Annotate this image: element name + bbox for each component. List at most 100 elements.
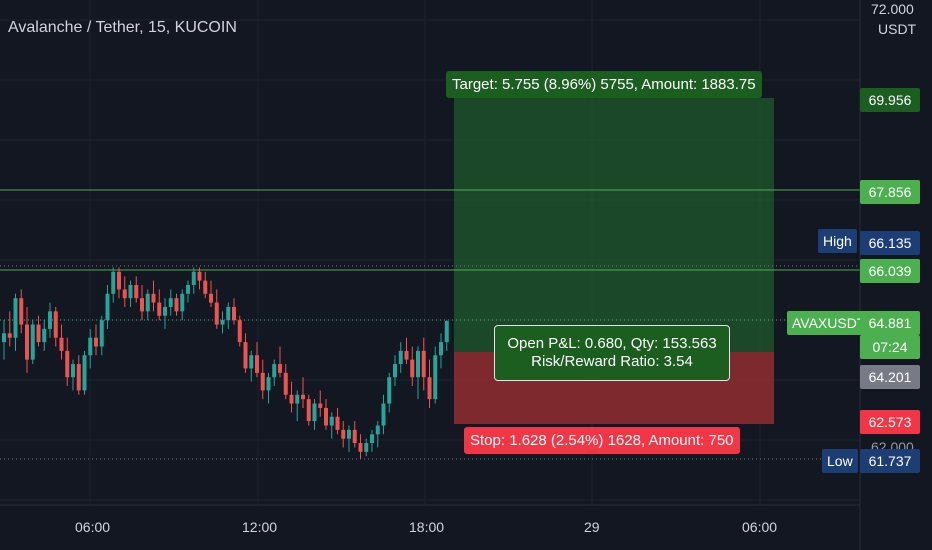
candle-body[interactable] bbox=[82, 355, 87, 391]
candle-body[interactable] bbox=[324, 407, 328, 426]
candle-body[interactable] bbox=[111, 271, 116, 294]
high-label: High bbox=[818, 229, 857, 253]
chart-title: Avalanche / Tether, 15, KUCOIN bbox=[8, 19, 237, 36]
candle-body[interactable] bbox=[341, 429, 346, 439]
candle-body[interactable] bbox=[65, 350, 70, 378]
candle-body[interactable] bbox=[364, 443, 369, 452]
candle-body[interactable] bbox=[151, 293, 156, 303]
candle-body[interactable] bbox=[306, 399, 311, 422]
candle-body[interactable] bbox=[387, 377, 392, 404]
price-tick-top: 72.000 bbox=[871, 1, 914, 17]
candle-body[interactable] bbox=[203, 280, 208, 294]
candle-body[interactable] bbox=[439, 342, 443, 356]
target-label[interactable]: Target: 5.755 (8.96%) 5755, Amount: 1883… bbox=[446, 71, 762, 98]
candle-body[interactable] bbox=[71, 364, 75, 378]
candle-body[interactable] bbox=[404, 350, 409, 360]
candle-body[interactable] bbox=[117, 271, 121, 290]
candle-body[interactable] bbox=[209, 293, 213, 303]
candle-body[interactable] bbox=[197, 271, 202, 281]
candle-body[interactable] bbox=[163, 306, 167, 316]
pnl-box[interactable]: Open P&L: 0.680, Qty: 153.563 Risk/Rewar… bbox=[494, 325, 730, 381]
time-tick-0600-next: 06:00 bbox=[742, 519, 778, 535]
candle-body[interactable] bbox=[186, 285, 190, 294]
candle-body[interactable] bbox=[237, 320, 242, 343]
candle-body[interactable] bbox=[410, 359, 415, 378]
candle-body[interactable] bbox=[243, 342, 248, 369]
level1-price-tag[interactable]: 67.856 bbox=[860, 180, 920, 204]
candle-body[interactable] bbox=[36, 324, 41, 343]
time-tick-1800: 18:00 bbox=[409, 519, 445, 535]
last-price-tag: 64.881 bbox=[860, 311, 920, 335]
candle-body[interactable] bbox=[180, 293, 185, 312]
candle-body[interactable] bbox=[232, 306, 236, 321]
candle-body[interactable] bbox=[352, 429, 357, 444]
candle-body[interactable] bbox=[53, 311, 58, 338]
candle-body[interactable] bbox=[13, 298, 18, 338]
countdown-tag: 07:24 bbox=[860, 335, 920, 359]
low-price-tag: 61.737 bbox=[860, 449, 920, 473]
risk-reward-text: Risk/Reward Ratio: 3.54 bbox=[531, 353, 693, 370]
candle-body[interactable] bbox=[381, 403, 386, 426]
candle-body[interactable] bbox=[444, 321, 449, 343]
candle-body[interactable] bbox=[266, 377, 271, 391]
candle-body[interactable] bbox=[272, 364, 277, 378]
candle-body[interactable] bbox=[312, 403, 317, 422]
candle-body[interactable] bbox=[318, 403, 323, 408]
candle-body[interactable] bbox=[283, 372, 288, 395]
entry-price-tag[interactable]: 64.201 bbox=[860, 365, 920, 389]
candle-body[interactable] bbox=[19, 298, 24, 325]
candle-body[interactable] bbox=[174, 298, 179, 312]
stop-label[interactable]: Stop: 1.628 (2.54%) 1628, Amount: 750 bbox=[464, 427, 740, 454]
candle-body[interactable] bbox=[140, 298, 144, 312]
candle-body[interactable] bbox=[42, 328, 47, 343]
candle-body[interactable] bbox=[214, 302, 219, 325]
candle-body[interactable] bbox=[295, 394, 300, 404]
time-tick-1200: 12:00 bbox=[242, 519, 278, 535]
candle-body[interactable] bbox=[168, 298, 173, 307]
candle-body[interactable] bbox=[301, 394, 305, 400]
candle-body[interactable] bbox=[433, 355, 438, 400]
candle-body[interactable] bbox=[128, 285, 133, 299]
target-zone[interactable] bbox=[454, 98, 774, 352]
candle-body[interactable] bbox=[289, 394, 294, 404]
high-price-tag: 66.135 bbox=[860, 231, 920, 255]
stop-price-tag[interactable]: 62.573 bbox=[860, 410, 920, 434]
candle-body[interactable] bbox=[329, 416, 334, 426]
candle-body[interactable] bbox=[122, 289, 127, 299]
candle-body[interactable] bbox=[99, 320, 104, 347]
candle-body[interactable] bbox=[255, 355, 259, 373]
candle-body[interactable] bbox=[427, 377, 432, 400]
candle-body[interactable] bbox=[7, 333, 12, 338]
candle-body[interactable] bbox=[398, 350, 403, 365]
candle-body[interactable] bbox=[358, 443, 363, 452]
time-tick-29: 29 bbox=[584, 519, 600, 535]
candle-body[interactable] bbox=[76, 364, 81, 391]
candle-body[interactable] bbox=[393, 364, 397, 378]
candle-body[interactable] bbox=[88, 337, 93, 356]
candle-body[interactable] bbox=[375, 425, 380, 435]
candle-body[interactable] bbox=[335, 416, 340, 430]
candle-body[interactable] bbox=[421, 350, 426, 378]
candle-body[interactable] bbox=[48, 311, 52, 329]
candle-body[interactable] bbox=[191, 271, 196, 286]
target-price-tag[interactable]: 69.956 bbox=[860, 88, 920, 112]
candle-body[interactable] bbox=[94, 337, 98, 347]
candle-body[interactable] bbox=[2, 333, 6, 343]
candle-body[interactable] bbox=[370, 434, 374, 444]
candle-body[interactable] bbox=[25, 324, 29, 360]
candle-body[interactable] bbox=[347, 429, 351, 439]
currency-label: USDT bbox=[878, 21, 917, 37]
candle-body[interactable] bbox=[220, 320, 225, 325]
candle-body[interactable] bbox=[157, 302, 162, 316]
level2-price-tag[interactable]: 66.039 bbox=[860, 259, 920, 283]
candle-body[interactable] bbox=[278, 364, 282, 373]
candle-body[interactable] bbox=[226, 306, 231, 321]
candle-body[interactable] bbox=[145, 293, 150, 312]
candle-body[interactable] bbox=[260, 372, 265, 391]
candle-body[interactable] bbox=[30, 324, 35, 360]
candle-body[interactable] bbox=[134, 285, 139, 299]
candle-body[interactable] bbox=[105, 293, 110, 321]
candle-body[interactable] bbox=[249, 355, 254, 369]
candle-body[interactable] bbox=[59, 337, 64, 351]
candle-body[interactable] bbox=[416, 350, 420, 378]
